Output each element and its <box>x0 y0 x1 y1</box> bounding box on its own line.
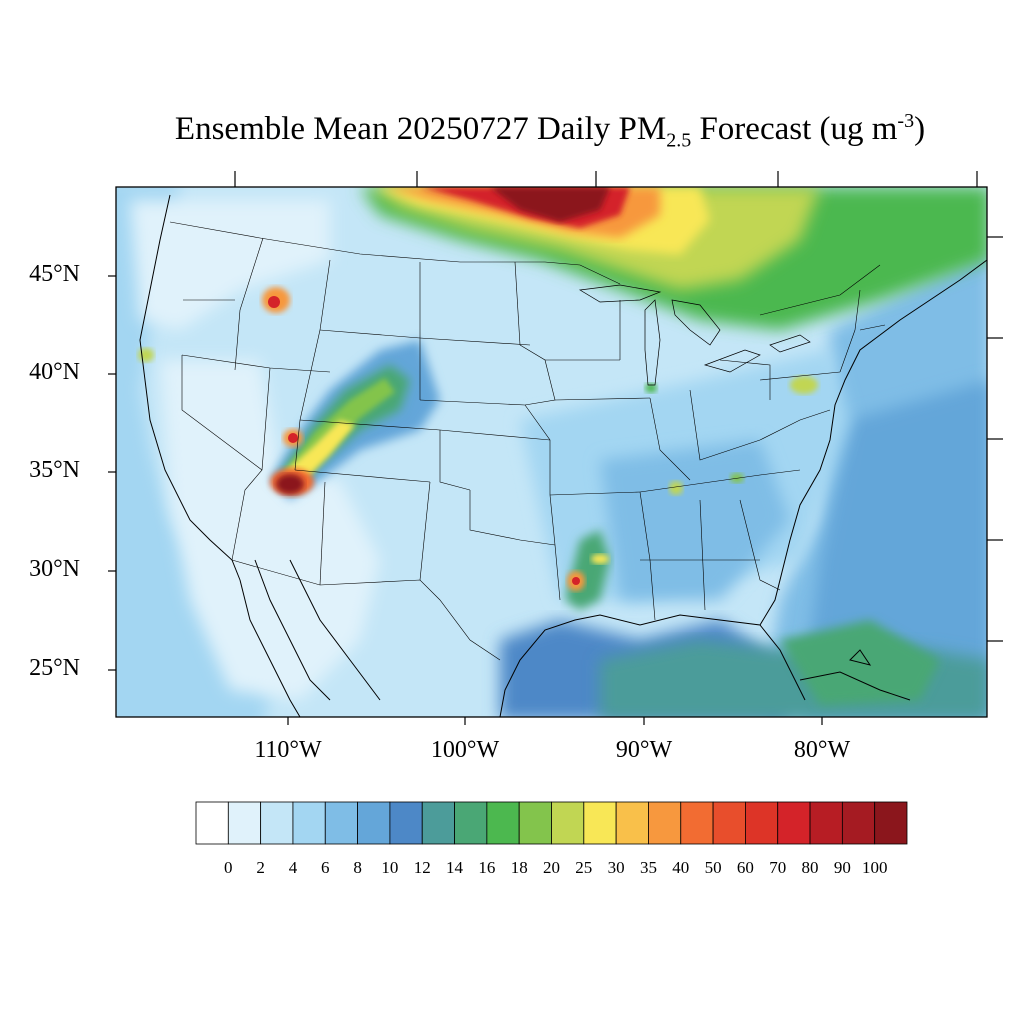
fire-hotspot-louisiana-core <box>572 577 580 585</box>
hotspot-louisiana-east <box>591 554 609 564</box>
canada-plume-darkred <box>490 187 610 222</box>
colorbar-tick-label: 14 <box>446 858 463 877</box>
colorbar-swatch <box>809 801 843 845</box>
colorbar-tick-label: 80 <box>801 858 819 877</box>
fire-hotspot-oregon <box>138 348 154 362</box>
plot-frame <box>115 186 988 718</box>
colorbar-swatch <box>841 801 876 845</box>
colorbar-tick-label: 30 <box>607 858 625 877</box>
colorbar-swatch <box>874 801 908 845</box>
lon-label-100w: 100°W <box>430 737 500 763</box>
colorbar-swatch <box>292 801 326 845</box>
lon-label-110w: 110°W <box>254 737 322 763</box>
colorbar-swatch <box>227 801 262 845</box>
lat-label-25n: 25°N <box>29 655 80 681</box>
colorbar-swatch <box>712 801 746 845</box>
colorbar-tick-label: 90 <box>833 858 851 877</box>
colorbar-tick-label: 100 <box>861 858 888 877</box>
colorbar-swatch <box>680 801 714 845</box>
colorbar-tick-label: 10 <box>381 858 399 877</box>
map-field <box>116 187 987 717</box>
title-superscript: -3 <box>897 110 915 132</box>
western-plume-yellow <box>285 420 355 480</box>
colorbar-swatch <box>518 801 552 845</box>
title-suffix: ) <box>914 111 926 147</box>
title-prefix: Ensemble Mean 20250727 Daily PM <box>174 111 667 147</box>
colorbar-tick-label: 20 <box>543 858 560 877</box>
colorbar-swatch <box>615 801 649 845</box>
lon-label-80w: 80°W <box>793 737 851 763</box>
colorbar-tick-label: 0 <box>224 858 233 877</box>
northwest-light-area <box>130 200 330 330</box>
lat-label-40n: 40°N <box>29 359 80 385</box>
colorbar-tick-label: 50 <box>704 858 722 877</box>
coastlines <box>139 194 987 717</box>
colorbar-swatch <box>421 801 455 845</box>
colorbar-swatch <box>195 801 229 845</box>
colorbar-tick-label: 25 <box>575 858 593 877</box>
fire-hotspot-idaho-core <box>268 296 280 308</box>
colorbar-tick-label: 40 <box>672 858 690 877</box>
colorbar-swatch <box>486 801 520 845</box>
colorbar-swatch <box>551 801 585 845</box>
title-middle: Forecast (ug m <box>691 111 898 147</box>
colorbar-swatch <box>648 801 682 845</box>
title-subscript: 2.5 <box>666 129 692 152</box>
colorbar-tick-label: 12 <box>413 858 431 877</box>
map-title: Ensemble Mean 20250727 Daily PM2.5 Forec… <box>0 110 1024 153</box>
colorbar-tick-label: 35 <box>640 858 657 877</box>
colorbar-tick-label: 18 <box>510 858 528 877</box>
colorbar-tick-label: 16 <box>478 858 496 877</box>
lat-label-35n: 35°N <box>29 457 80 483</box>
great-lakes <box>578 284 811 386</box>
colorbar-tick-label: 4 <box>288 858 298 877</box>
colorbar-swatch <box>357 801 391 845</box>
southwest-light-area <box>160 360 380 700</box>
hotspot-pennsylvania <box>790 376 818 394</box>
colorbar-swatch <box>777 801 811 845</box>
colorbar-swatch <box>260 801 294 845</box>
colorbar-tick-label: 8 <box>353 858 362 877</box>
colorbar-tick-label: 2 <box>256 858 265 877</box>
colorbar <box>195 801 908 845</box>
hotspot-kentucky <box>669 481 683 495</box>
colorbar-tick-label: 70 <box>769 858 787 877</box>
colorbar-swatch <box>324 801 358 845</box>
colorbar-swatch <box>745 801 779 845</box>
lat-label-30n: 30°N <box>29 556 80 582</box>
lon-label-90w: 90°W <box>615 737 673 763</box>
lat-label-45n: 45°N <box>29 261 80 287</box>
colorbar-swatch <box>389 801 423 845</box>
state-borders <box>169 221 886 661</box>
fire-hotspot-utah-core <box>288 433 298 443</box>
colorbar-swatch <box>583 801 617 845</box>
hotspot-chicago <box>645 383 657 393</box>
colorbar-swatch <box>454 801 488 845</box>
colorbar-tick-label: 6 <box>321 858 330 877</box>
colorbar-tick-label: 60 <box>736 858 754 877</box>
axis-ticks <box>108 171 1003 725</box>
fire-hotspot-southwest-core <box>276 474 304 494</box>
pacific-ocean <box>116 187 270 717</box>
